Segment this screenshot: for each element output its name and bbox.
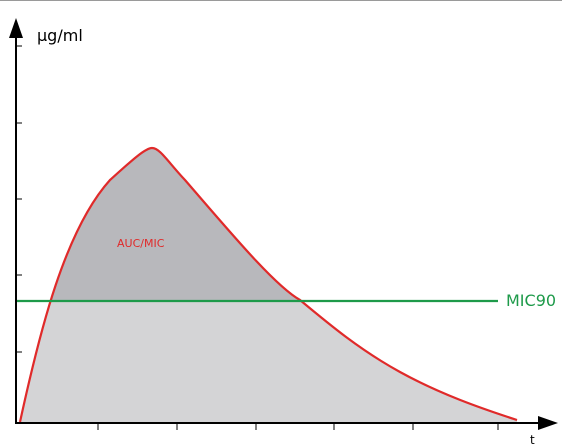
mic90-label: MIC90 (506, 291, 556, 310)
y-axis-ticks (16, 45, 22, 353)
concentration-curve (18, 146, 518, 423)
y-axis-arrow-icon (9, 18, 23, 38)
auc-mic-label: AUC/MIC (117, 237, 165, 250)
y-axis-label: µg/ml (37, 26, 83, 45)
top-border (0, 0, 562, 1)
x-axis-label: t (530, 433, 535, 447)
x-axis-ticks (97, 423, 499, 430)
auc-above-mic-area (50, 148, 302, 301)
x-axis-arrow-icon (538, 416, 558, 430)
